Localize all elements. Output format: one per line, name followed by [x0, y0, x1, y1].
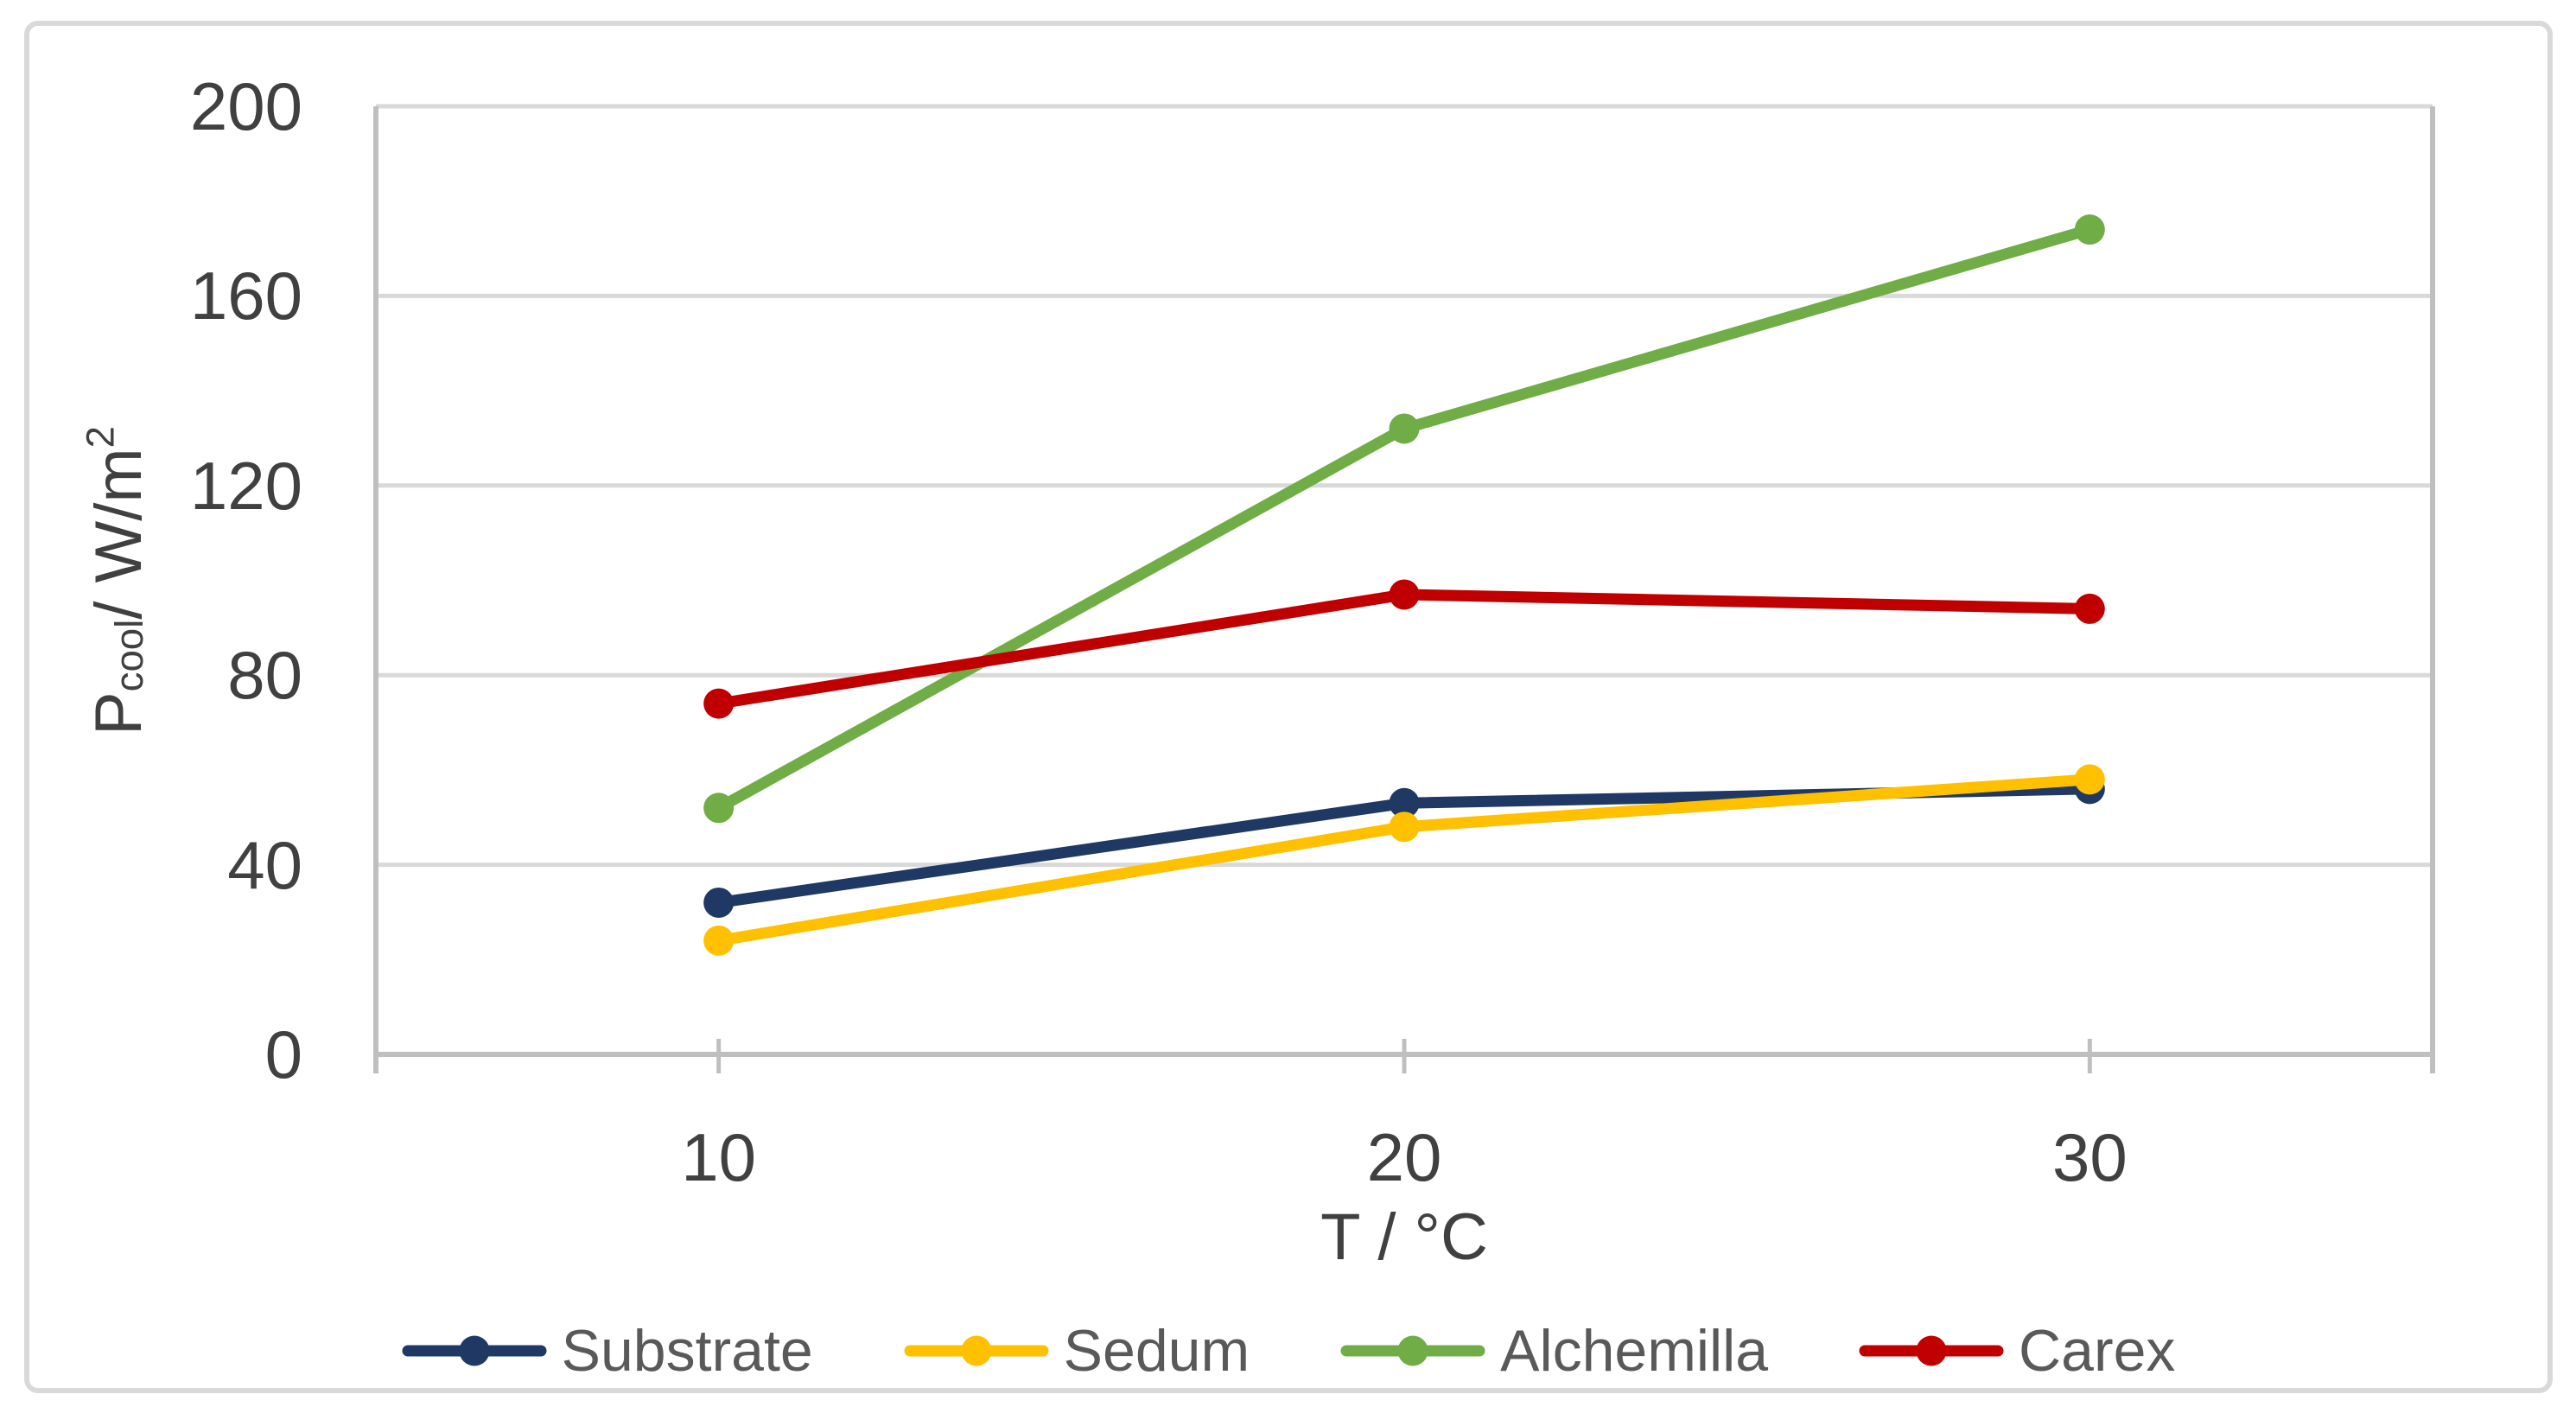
y-tick-label: 40: [227, 826, 302, 903]
legend-item-sedum: Sedum: [903, 1317, 1250, 1385]
y-tick-label: 200: [189, 68, 302, 144]
y-tick-label: 0: [264, 1016, 302, 1092]
legend-label: Substrate: [561, 1318, 813, 1384]
legend-item-carex: Carex: [1858, 1317, 2175, 1385]
y-title-mid: / W/m: [81, 448, 156, 620]
legend-label: Carex: [2019, 1318, 2176, 1384]
legend-label: Alchemilla: [1500, 1318, 1769, 1384]
legend-label: Sedum: [1063, 1318, 1250, 1384]
x-axis-title: T / °C: [1320, 1200, 1488, 1274]
y-tick-label: 160: [189, 258, 302, 334]
legend-line-marker-icon: [904, 1335, 1049, 1366]
x-tick-label: 30: [2051, 1119, 2128, 1195]
legend-item-alchemilla: Alchemilla: [1339, 1317, 1768, 1385]
y-title-superscript: 2: [78, 425, 123, 449]
y-tick-label: 120: [189, 447, 302, 524]
x-tick-label: 20: [1366, 1119, 1442, 1195]
legend-line-marker-icon: [1340, 1335, 1485, 1366]
y-title-base: P: [81, 691, 156, 736]
legend-item-substrate: Substrate: [401, 1317, 813, 1385]
y-title-subscript: cool: [106, 619, 151, 692]
y-tick-label: 80: [227, 637, 302, 714]
figure-border: [24, 21, 2553, 1393]
legend-line-marker-icon: [1859, 1335, 2004, 1366]
x-tick-label: 10: [681, 1119, 757, 1195]
legend-line-marker-icon: [402, 1335, 547, 1366]
legend: Substrate Sedum Alchemilla Carex: [0, 1295, 2576, 1407]
